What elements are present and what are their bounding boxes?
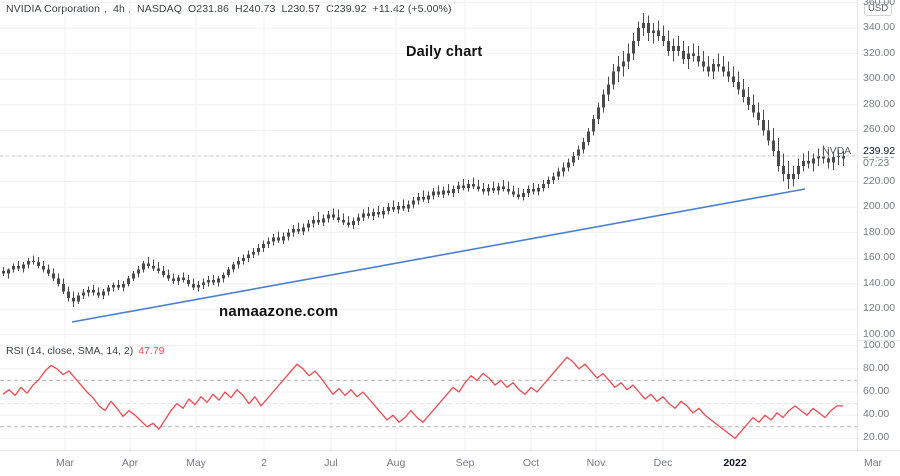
- price-tick-label: 280.00: [863, 97, 896, 110]
- axis-pane-separator: [857, 340, 900, 341]
- price-tick-label: 160.00: [863, 251, 896, 264]
- time-axis-month-label: Apr: [121, 457, 139, 469]
- legend-sep2: ,: [127, 3, 131, 15]
- rsi-tick-label: 80.00: [863, 361, 890, 374]
- currency-badge: USD: [864, 2, 893, 16]
- rsi-chart-pane[interactable]: [0, 341, 857, 450]
- price-tick-label: 220.00: [863, 174, 896, 187]
- legend-high: H240.73: [235, 3, 276, 15]
- rsi-tick-label: 40.00: [863, 408, 890, 421]
- price-tick-label: 100.00: [863, 327, 896, 340]
- price-tick-label: 340.00: [863, 21, 896, 34]
- price-tick-label: 140.00: [863, 276, 896, 289]
- current-time-label: 07:23: [863, 157, 890, 170]
- rsi-tick-label: 60.00: [863, 385, 890, 398]
- rsi-legend-label: RSI (14, close, SMA, 14, 2): [6, 345, 134, 357]
- time-axis-month-label: Mar: [863, 457, 883, 469]
- price-tick-label: 320.00: [863, 46, 896, 59]
- time-axis-month-label: Oct: [522, 457, 540, 469]
- rsi-legend-value: 47.79: [138, 345, 165, 357]
- legend-symbol[interactable]: NVIDIA Corporation: [6, 3, 101, 15]
- time-axis-month-label: Nov: [586, 457, 606, 469]
- time-axis-month-label: Sep: [455, 457, 475, 469]
- price-tick-label: 300.00: [863, 72, 896, 85]
- symbol-price-tag: NVDA: [822, 145, 852, 158]
- chart-legend: NVIDIA Corporation, 4h, NASDAQ O231.86 H…: [6, 3, 455, 15]
- legend-change: +11.42 (+5.00%): [372, 3, 452, 15]
- legend-low: L230.57: [281, 3, 321, 15]
- price-tick-label: 200.00: [863, 200, 896, 213]
- time-axis-month-label: Jul: [324, 457, 338, 469]
- time-axis-year-label: 2022: [723, 457, 747, 469]
- time-axis[interactable]: Mar Apr May 2 Jul Aug Sep Oct Nov Dec 2022 Mar: [0, 450, 900, 476]
- time-axis-month-label: Dec: [653, 457, 673, 469]
- current-price-label[interactable]: 239.92: [863, 145, 899, 158]
- legend-exchange: NASDAQ: [137, 3, 182, 15]
- price-chart-pane[interactable]: [0, 0, 857, 340]
- time-axis-month-label: May: [186, 457, 206, 469]
- price-tick-label: 120.00: [863, 302, 896, 315]
- legend-sep1: ,: [104, 3, 108, 15]
- rsi-legend[interactable]: RSI (14, close, SMA, 14, 2) 47.79: [6, 345, 165, 357]
- time-axis-month-label: 2: [261, 457, 267, 469]
- price-tick-label: 360.00: [863, 0, 896, 8]
- time-axis-month-label: Mar: [55, 457, 75, 469]
- price-tick-label: 180.00: [863, 225, 896, 238]
- time-axis-month-label: Aug: [386, 457, 406, 469]
- site-watermark: namaazone.com: [219, 303, 339, 320]
- rsi-tick-label: 100.00: [863, 338, 896, 351]
- daily-chart-annotation: Daily chart: [406, 44, 483, 60]
- price-axis[interactable]: USD 360.00 340.00 320.00 300.00 280.00 260.00…: [857, 0, 900, 450]
- legend-interval[interactable]: 4h: [113, 3, 125, 15]
- price-chart-svg: [0, 0, 857, 340]
- rsi-tick-label: 20.00: [863, 431, 890, 444]
- price-tick-label: 260.00: [863, 123, 896, 136]
- legend-close: C239.92: [326, 3, 367, 15]
- rsi-chart-svg: [0, 341, 857, 450]
- legend-open: O231.86: [188, 3, 229, 15]
